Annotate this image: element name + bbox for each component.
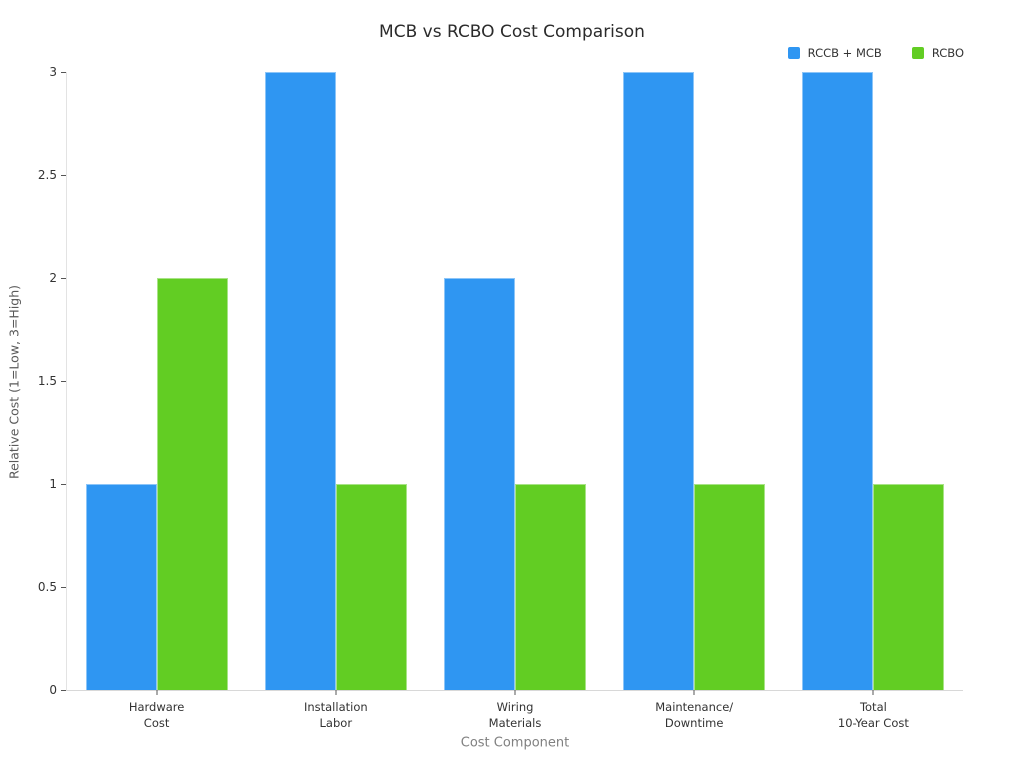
legend: RCCB + MCB RCBO (787, 46, 964, 60)
y-tick-label-0-5: 0.5 (37, 580, 57, 594)
legend-swatch-rccb-mcb (787, 47, 800, 59)
x-category-label-installation-labor: Installation Labor (303, 700, 368, 731)
bar-rcbo-maintenance-downtime (694, 484, 766, 690)
legend-label-rcbo: RCBO (931, 46, 964, 60)
bar-rccb-mcb-wiring-materials (443, 278, 515, 690)
legend-swatch-rcbo (911, 47, 924, 59)
bar-rcbo-hardware-cost (156, 278, 228, 690)
y-tick-mark-1-5 (61, 380, 66, 382)
x-axis-title: Cost Component (460, 735, 570, 751)
y-tick-mark-2-5 (61, 174, 66, 176)
y-tick-mark-0 (61, 689, 66, 691)
x-tick-mark-total-10-year-cost (872, 690, 874, 695)
y-tick-label-3: 3 (49, 65, 57, 79)
x-tick-mark-maintenance-downtime (693, 690, 695, 695)
x-tick-mark-hardware-cost (156, 690, 158, 695)
bar-group-total-10-year-cost (784, 72, 963, 690)
y-tick-label-2-5: 2.5 (37, 168, 57, 182)
plot-area: 0 0.5 1 1.5 2 2.5 3 Hardware Cost Installation L… (38, 65, 963, 730)
y-tick-label-0: 0 (49, 683, 57, 697)
bar-group-wiring-materials (425, 72, 604, 690)
legend-item-rccb-mcb[interactable]: RCCB + MCB (787, 46, 882, 60)
y-axis-title: Relative Cost (1=Low, 3=High) (6, 284, 22, 480)
x-tick-mark-wiring-materials (514, 690, 516, 695)
x-category-label-hardware-cost: Hardware Cost (128, 700, 185, 731)
bar-rccb-mcb-hardware-cost (85, 484, 157, 690)
chart-title: MCB vs RCBO Cost Comparison (379, 22, 645, 42)
y-tick-mark-2 (61, 277, 66, 279)
bar-group-maintenance-downtime (605, 72, 784, 690)
y-tick-label-2: 2 (49, 271, 57, 285)
y-tick-mark-3 (61, 71, 66, 73)
bar-rcbo-total-10-year-cost (873, 484, 945, 690)
bar-rcbo-wiring-materials (514, 484, 586, 690)
bar-group-hardware-cost (67, 72, 246, 690)
bar-rccb-mcb-total-10-year-cost (802, 72, 874, 690)
bar-rccb-mcb-maintenance-downtime (623, 72, 695, 690)
bar-rcbo-installation-labor (335, 484, 407, 690)
bar-group-installation-labor (246, 72, 425, 690)
x-category-label-maintenance-downtime: Maintenance/ Downtime (655, 700, 734, 731)
y-tick-mark-1 (61, 483, 66, 485)
y-tick-label-1-5: 1.5 (37, 374, 57, 388)
legend-item-rcbo[interactable]: RCBO (911, 46, 964, 60)
bar-rccb-mcb-installation-labor (264, 72, 336, 690)
x-tick-mark-installation-labor (335, 690, 337, 695)
x-category-label-wiring-materials: Wiring Materials (488, 700, 542, 731)
x-category-label-total-10-year-cost: Total 10-Year Cost (837, 700, 909, 731)
y-tick-mark-0-5 (61, 586, 66, 588)
legend-label-rccb-mcb: RCCB + MCB (807, 46, 882, 60)
y-tick-label-1: 1 (49, 477, 57, 491)
